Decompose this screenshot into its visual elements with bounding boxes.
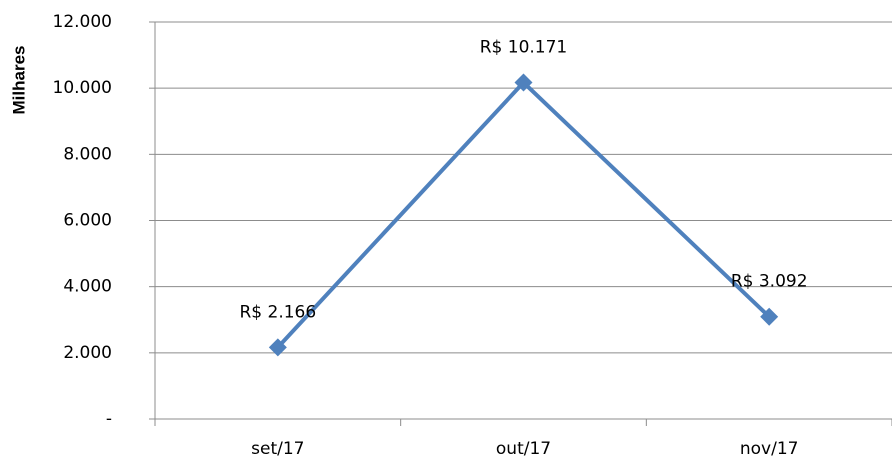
y-axis-label: Milhares <box>9 46 28 115</box>
y-tick-label: 10.000 <box>53 78 112 98</box>
x-tick-label: set/17 <box>251 439 304 459</box>
y-tick-label: 8.000 <box>63 144 112 164</box>
y-tick-label: - <box>106 409 112 429</box>
data-label: R$ 3.092 <box>731 272 808 292</box>
y-tick-label: 6.000 <box>63 211 112 231</box>
y-tick-label: 12.000 <box>53 12 112 32</box>
data-label: R$ 2.166 <box>239 302 316 322</box>
x-tick-label: out/17 <box>496 439 551 459</box>
line <box>276 79 771 349</box>
data-label: R$ 10.171 <box>480 38 568 58</box>
x-tick-label: nov/17 <box>740 439 799 459</box>
marker <box>760 307 779 326</box>
y-tick-label: 2.000 <box>63 343 112 363</box>
marker <box>514 73 533 92</box>
marker <box>268 338 287 357</box>
y-tick-label: 4.000 <box>63 277 112 297</box>
